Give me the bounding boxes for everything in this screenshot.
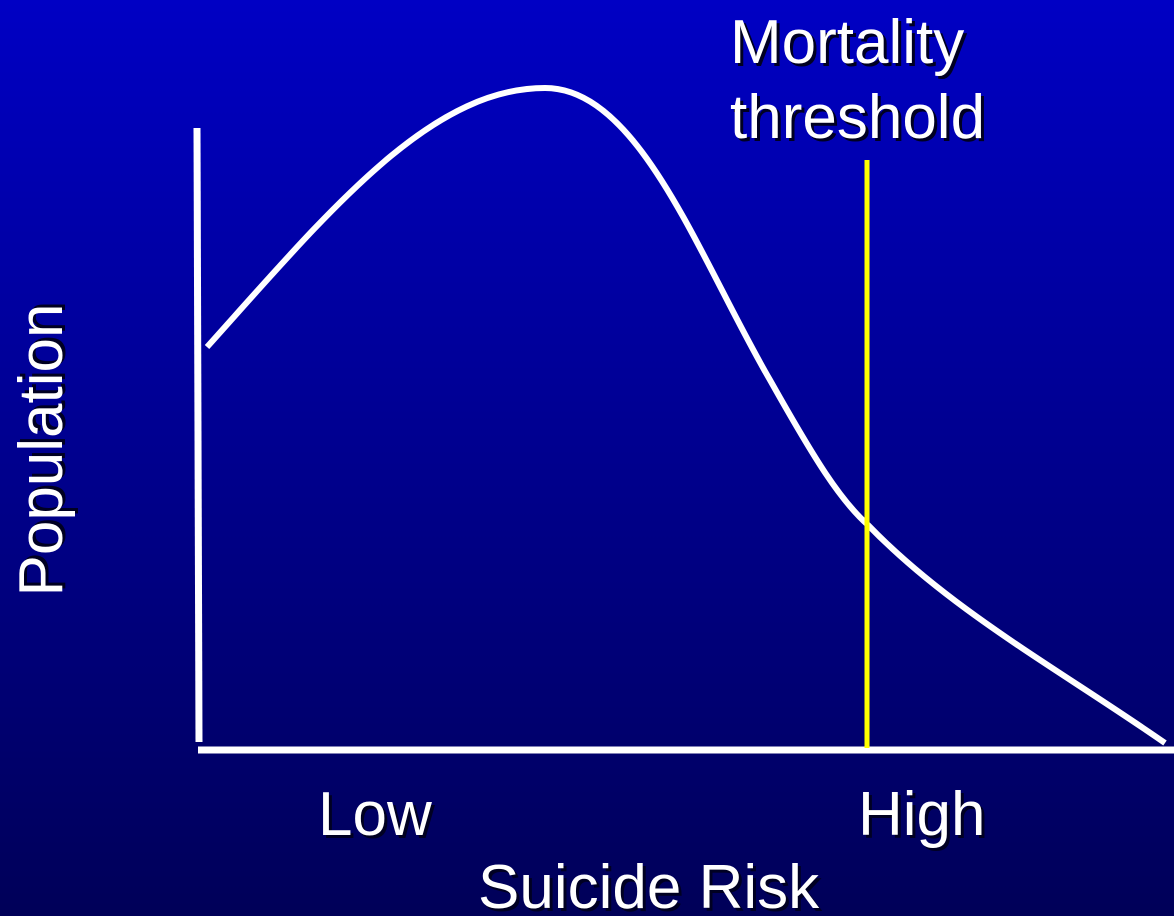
annotation-line: Mortality bbox=[730, 8, 964, 77]
y-axis bbox=[193, 127, 203, 743]
y-axis-label: Population bbox=[7, 303, 76, 596]
x-high-label: High bbox=[858, 780, 986, 849]
x-low-label: Low bbox=[318, 780, 432, 849]
x-axis-label: Suicide Risk bbox=[478, 853, 820, 916]
annotation-line: threshold bbox=[730, 83, 985, 152]
distribution-curve bbox=[204, 84, 1167, 746]
